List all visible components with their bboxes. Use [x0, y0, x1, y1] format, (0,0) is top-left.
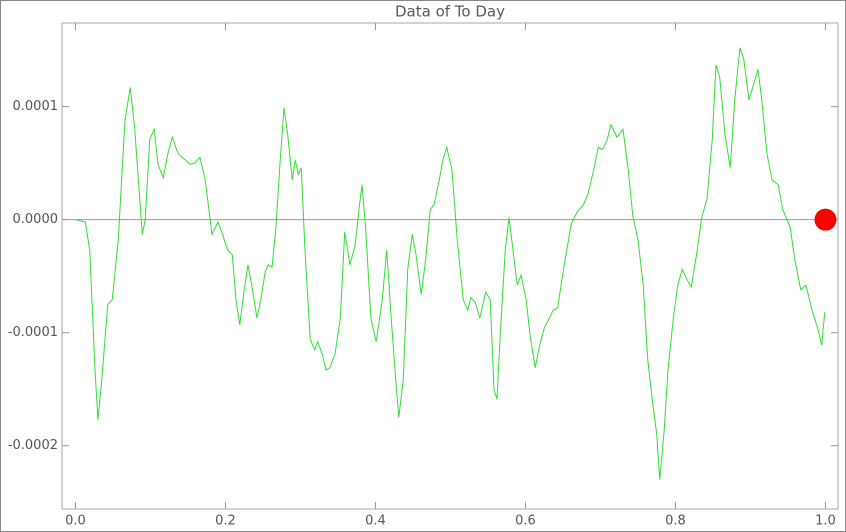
x-tick-label: 1.0	[815, 514, 836, 529]
y-tick-label: 0.0000	[13, 212, 59, 227]
y-tick-label: -0.0002	[8, 438, 58, 453]
y-tick-label: 0.0001	[13, 99, 59, 114]
point-marker	[814, 208, 837, 231]
x-tick-label: 0.4	[365, 514, 386, 529]
chart-title: Data of To Day	[395, 3, 505, 21]
x-tick-label: 0.2	[215, 514, 236, 529]
x-tick-label: 0.0	[65, 514, 86, 529]
y-tick-label: -0.0001	[8, 325, 58, 340]
data-line	[75, 47, 826, 480]
plot-frame	[61, 22, 839, 510]
x-tick-label: 0.8	[665, 514, 686, 529]
x-tick-label: 0.6	[515, 514, 536, 529]
